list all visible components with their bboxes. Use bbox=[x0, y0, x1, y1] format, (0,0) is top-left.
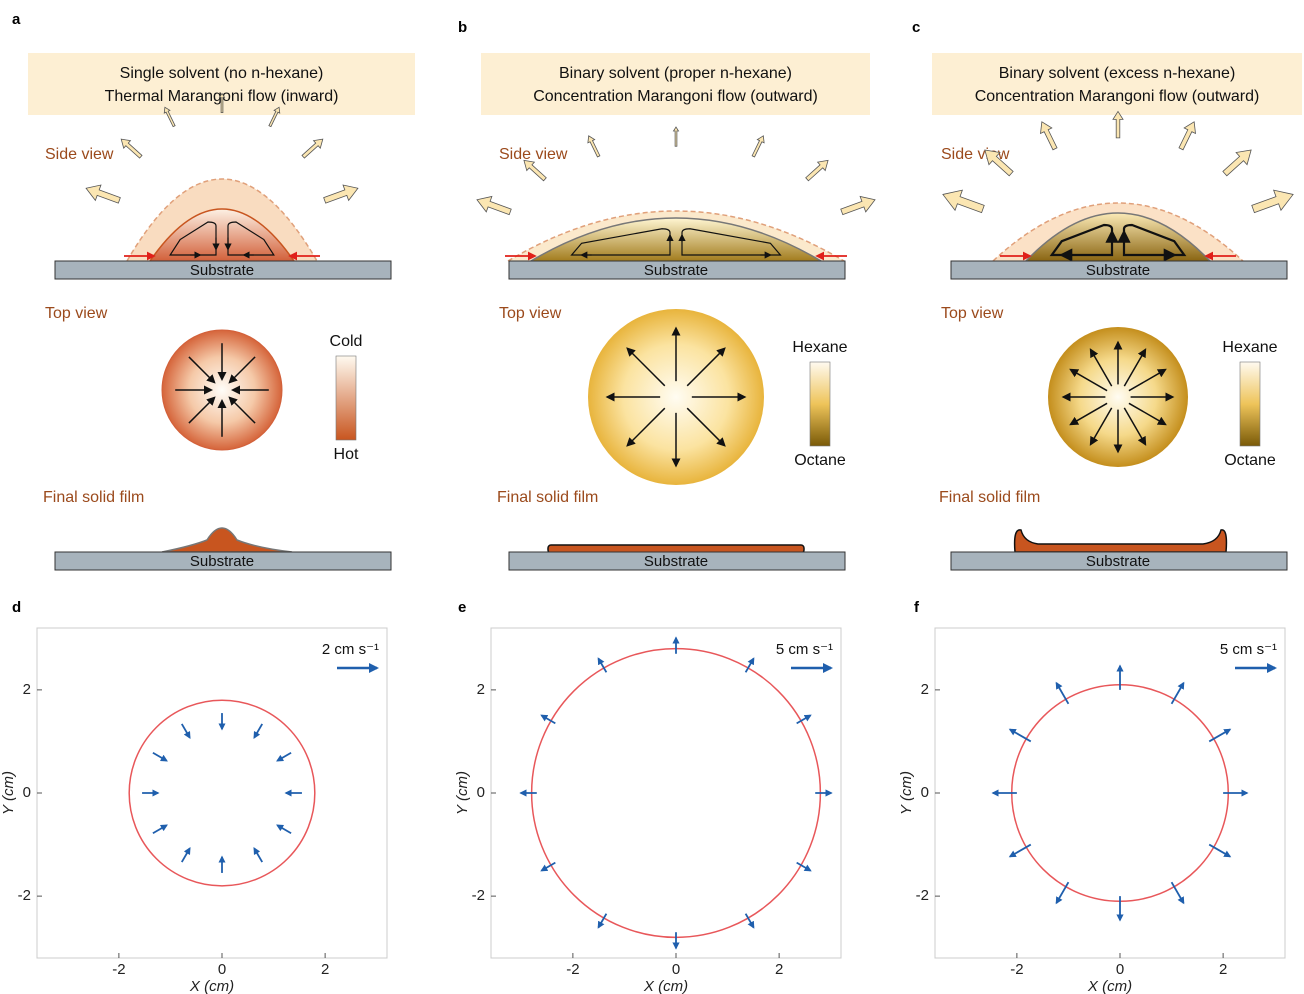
x-tick-label: 2 bbox=[1219, 961, 1227, 978]
evaporation-arrow bbox=[806, 160, 828, 180]
evaporation-arrow bbox=[524, 160, 546, 180]
y-tick-label: 0 bbox=[921, 784, 929, 801]
header-line: Single solvent (no n-hexane) bbox=[120, 65, 324, 82]
substrate-label: Substrate bbox=[644, 262, 708, 279]
section-label: Top view bbox=[45, 305, 108, 322]
x-axis-label: X (cm) bbox=[1087, 978, 1132, 994]
reference-label: 5 cm s⁻¹ bbox=[1220, 641, 1277, 658]
panel-letter: b bbox=[458, 19, 467, 36]
colorbar bbox=[1240, 362, 1260, 446]
header-line: Binary solvent (excess n-hexane) bbox=[999, 65, 1236, 82]
panel-letter: a bbox=[12, 11, 21, 28]
velocity-arrow bbox=[277, 825, 291, 833]
section-label: Side view bbox=[499, 146, 568, 163]
y-axis-label: Y (cm) bbox=[454, 771, 471, 815]
section-label: Side view bbox=[45, 146, 114, 163]
y-tick-label: 0 bbox=[477, 784, 485, 801]
y-tick-label: -2 bbox=[916, 887, 929, 904]
evaporation-arrow bbox=[1252, 190, 1293, 212]
y-tick-label: -2 bbox=[18, 887, 31, 904]
plot-frame bbox=[37, 628, 387, 958]
x-tick-label: 0 bbox=[672, 961, 680, 978]
y-axis-label: Y (cm) bbox=[898, 771, 915, 815]
x-axis-label: X (cm) bbox=[189, 978, 234, 994]
header-box bbox=[481, 53, 870, 115]
film bbox=[1015, 530, 1227, 552]
droplet-outline bbox=[1012, 685, 1229, 902]
substrate-label: Substrate bbox=[1086, 553, 1150, 570]
y-tick-label: -2 bbox=[472, 887, 485, 904]
velocity-arrow bbox=[153, 753, 167, 761]
header-box bbox=[932, 53, 1302, 115]
velocity-arrow bbox=[254, 724, 262, 738]
x-tick-label: -2 bbox=[1010, 961, 1023, 978]
x-tick-label: -2 bbox=[112, 961, 125, 978]
evaporation-arrow bbox=[673, 127, 678, 146]
section-label: Final solid film bbox=[939, 489, 1040, 506]
evaporation-arrow bbox=[588, 136, 600, 157]
substrate-label: Substrate bbox=[1086, 262, 1150, 279]
evaporation-arrow bbox=[1041, 122, 1057, 150]
velocity-arrow bbox=[182, 724, 190, 738]
substrate-label: Substrate bbox=[190, 262, 254, 279]
colorbar-label: Hexane bbox=[792, 339, 847, 356]
colorbar-label: Octane bbox=[1224, 452, 1276, 469]
colorbar bbox=[810, 362, 830, 446]
colorbar-label: Cold bbox=[330, 333, 363, 350]
colorbar-label: Octane bbox=[794, 452, 846, 469]
header-line: Concentration Marangoni flow (outward) bbox=[975, 88, 1260, 105]
plot-frame bbox=[491, 628, 841, 958]
film bbox=[162, 528, 292, 552]
section-label: Final solid film bbox=[497, 489, 598, 506]
velocity-arrow bbox=[277, 753, 291, 761]
evaporation-arrow bbox=[841, 196, 875, 214]
evaporation-arrow bbox=[324, 185, 358, 203]
evaporation-arrow bbox=[943, 190, 984, 212]
y-tick-label: 2 bbox=[921, 681, 929, 698]
panel-letter: c bbox=[912, 19, 920, 36]
section-label: Top view bbox=[499, 305, 562, 322]
x-tick-label: 2 bbox=[775, 961, 783, 978]
evaporation-arrow bbox=[302, 139, 323, 158]
y-tick-label: 2 bbox=[23, 681, 31, 698]
substrate-label: Substrate bbox=[644, 553, 708, 570]
header-line: Concentration Marangoni flow (outward) bbox=[533, 88, 818, 105]
section-label: Final solid film bbox=[43, 489, 144, 506]
panel-letter: f bbox=[914, 599, 920, 616]
colorbar-label: Hot bbox=[334, 446, 359, 463]
x-tick-label: 2 bbox=[321, 961, 329, 978]
evaporation-arrow bbox=[86, 185, 120, 203]
evaporation-arrow bbox=[1223, 150, 1251, 176]
figure: aSingle solvent (no n-hexane)Thermal Mar… bbox=[0, 0, 1304, 994]
y-tick-label: 2 bbox=[477, 681, 485, 698]
droplet-outline bbox=[532, 649, 821, 938]
colorbar-label: Hexane bbox=[1222, 339, 1277, 356]
evaporation-arrow bbox=[121, 139, 142, 158]
velocity-arrow bbox=[254, 848, 262, 862]
x-tick-label: 0 bbox=[1116, 961, 1124, 978]
substrate-label: Substrate bbox=[190, 553, 254, 570]
x-tick-label: -2 bbox=[566, 961, 579, 978]
evaporation-arrow bbox=[752, 136, 764, 157]
reference-label: 2 cm s⁻¹ bbox=[322, 641, 379, 658]
section-label: Top view bbox=[941, 305, 1004, 322]
x-axis-label: X (cm) bbox=[643, 978, 688, 994]
evaporation-arrow bbox=[477, 196, 511, 214]
reference-label: 5 cm s⁻¹ bbox=[776, 641, 833, 658]
panel-letter: e bbox=[458, 599, 466, 616]
x-tick-label: 0 bbox=[218, 961, 226, 978]
y-axis-label: Y (cm) bbox=[0, 771, 17, 815]
y-tick-label: 0 bbox=[23, 784, 31, 801]
evaporation-arrow bbox=[1179, 122, 1195, 150]
header-line: Binary solvent (proper n-hexane) bbox=[559, 65, 792, 82]
colorbar bbox=[336, 356, 356, 440]
velocity-arrow bbox=[182, 848, 190, 862]
evaporation-arrow bbox=[1113, 111, 1123, 137]
velocity-arrow bbox=[153, 825, 167, 833]
panel-letter: d bbox=[12, 599, 21, 616]
